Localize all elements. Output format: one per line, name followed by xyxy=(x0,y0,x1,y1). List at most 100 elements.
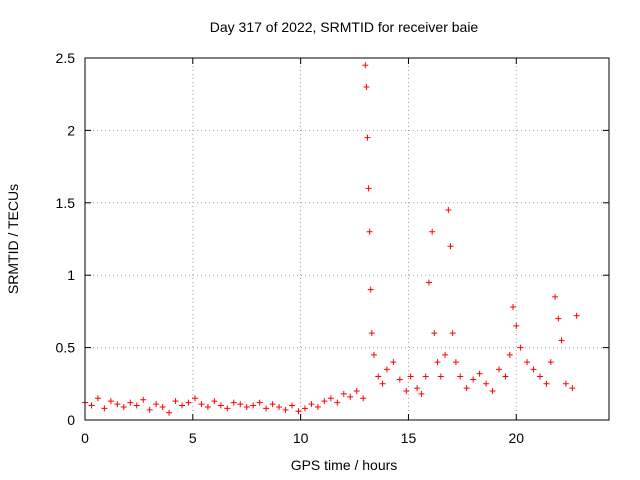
data-point xyxy=(510,304,517,311)
data-point xyxy=(308,401,315,408)
data-point xyxy=(198,401,205,408)
x-tick-label: 5 xyxy=(189,430,197,446)
data-point xyxy=(547,359,554,366)
data-point xyxy=(562,380,569,387)
data-point xyxy=(120,403,127,410)
data-point xyxy=(179,402,186,409)
data-point xyxy=(370,351,377,358)
x-tick-label: 10 xyxy=(293,430,309,446)
data-point xyxy=(364,134,371,141)
data-point xyxy=(204,403,211,410)
data-point xyxy=(513,322,520,329)
data-point xyxy=(101,405,108,412)
data-point xyxy=(390,359,397,366)
data-point xyxy=(133,402,140,409)
data-point xyxy=(502,373,509,380)
data-point xyxy=(496,366,503,373)
chart-title: Day 317 of 2022, SRMTID for receiver bai… xyxy=(210,19,479,35)
y-tick-label: 1 xyxy=(67,267,75,283)
y-tick-label: 0 xyxy=(67,412,75,428)
x-axis-label: GPS time / hours xyxy=(291,457,398,473)
data-point xyxy=(269,401,276,408)
x-tick-label: 20 xyxy=(508,430,524,446)
data-point xyxy=(366,228,373,235)
data-point xyxy=(431,330,438,337)
data-point xyxy=(425,279,432,286)
y-tick-label: 2.5 xyxy=(56,50,76,66)
data-point xyxy=(422,373,429,380)
data-point xyxy=(191,395,198,402)
data-point xyxy=(367,286,374,293)
data-point xyxy=(476,370,483,377)
data-point xyxy=(114,401,121,408)
data-point xyxy=(396,376,403,383)
data-point xyxy=(159,403,166,410)
data-point xyxy=(383,366,390,373)
data-point xyxy=(301,405,308,412)
data-point xyxy=(403,388,410,395)
data-point xyxy=(363,83,370,90)
y-tick-label: 2 xyxy=(67,122,75,138)
data-point xyxy=(506,351,513,358)
data-point xyxy=(463,385,470,392)
data-point xyxy=(434,359,441,366)
data-point xyxy=(321,398,328,405)
data-point xyxy=(517,344,524,351)
data-point xyxy=(146,406,153,413)
y-axis-label: SRMTID / TECUs xyxy=(5,184,21,294)
data-point xyxy=(573,312,580,319)
data-points xyxy=(82,62,580,416)
data-point xyxy=(558,337,565,344)
data-point xyxy=(437,373,444,380)
data-point xyxy=(217,402,224,409)
data-point xyxy=(230,399,237,406)
data-point xyxy=(379,380,386,387)
y-tick-label: 1.5 xyxy=(56,195,76,211)
data-point xyxy=(314,403,321,410)
plot-frame xyxy=(84,57,610,421)
data-point xyxy=(524,359,531,366)
x-tick-label: 15 xyxy=(401,430,417,446)
data-point xyxy=(334,399,341,406)
data-point xyxy=(414,385,421,392)
data-point xyxy=(327,395,334,402)
data-point xyxy=(489,388,496,395)
data-point xyxy=(340,390,347,397)
data-point xyxy=(237,401,244,408)
x-tick-label: 0 xyxy=(81,430,89,446)
data-point xyxy=(353,388,360,395)
data-point xyxy=(442,351,449,358)
data-point xyxy=(536,373,543,380)
data-point xyxy=(457,373,464,380)
data-point xyxy=(166,409,173,416)
data-point xyxy=(140,396,147,403)
data-point xyxy=(127,399,134,406)
data-point xyxy=(88,402,95,409)
data-point xyxy=(483,380,490,387)
data-point xyxy=(224,405,231,412)
data-point xyxy=(347,393,354,400)
data-point xyxy=(429,228,436,235)
data-point xyxy=(445,207,452,214)
data-point xyxy=(375,373,382,380)
data-point xyxy=(368,330,375,337)
data-point xyxy=(418,390,425,397)
data-point xyxy=(185,399,192,406)
data-point xyxy=(282,406,289,413)
data-point xyxy=(295,408,302,415)
data-point xyxy=(263,405,270,412)
data-point xyxy=(211,398,218,405)
data-point xyxy=(107,398,114,405)
data-point xyxy=(552,293,559,300)
data-point xyxy=(569,385,576,392)
y-tick-label: 0.5 xyxy=(56,340,76,356)
data-point xyxy=(94,395,101,402)
data-point xyxy=(407,373,414,380)
data-point xyxy=(153,401,160,408)
data-point xyxy=(276,403,283,410)
data-point xyxy=(555,315,562,322)
data-point xyxy=(543,380,550,387)
data-point xyxy=(470,376,477,383)
data-point xyxy=(447,243,454,250)
